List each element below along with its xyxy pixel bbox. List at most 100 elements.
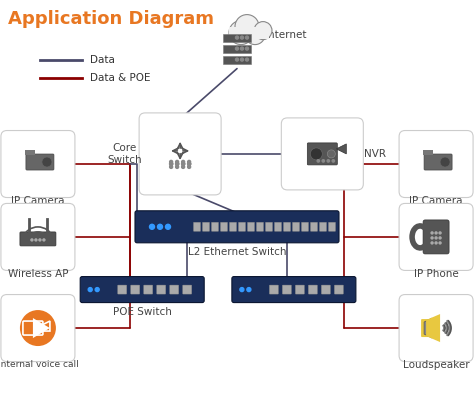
FancyBboxPatch shape: [283, 285, 292, 294]
Circle shape: [31, 239, 33, 241]
FancyBboxPatch shape: [170, 285, 179, 294]
Circle shape: [240, 36, 244, 39]
Circle shape: [176, 162, 179, 165]
FancyBboxPatch shape: [20, 232, 56, 246]
Circle shape: [176, 160, 179, 163]
Circle shape: [431, 237, 433, 239]
Circle shape: [435, 232, 437, 234]
Text: Wireless AP: Wireless AP: [8, 269, 68, 279]
FancyBboxPatch shape: [424, 154, 452, 170]
Circle shape: [149, 224, 155, 229]
Text: Core
Switch: Core Switch: [108, 143, 142, 165]
FancyBboxPatch shape: [247, 222, 255, 231]
FancyBboxPatch shape: [321, 285, 330, 294]
Circle shape: [165, 224, 171, 229]
Circle shape: [246, 58, 248, 61]
Polygon shape: [33, 318, 50, 338]
Bar: [223, 55, 251, 64]
Circle shape: [246, 47, 248, 50]
Bar: [229, 27, 269, 38]
FancyBboxPatch shape: [157, 285, 166, 294]
Text: Internal voice call: Internal voice call: [0, 360, 78, 369]
Circle shape: [245, 25, 265, 45]
Circle shape: [235, 15, 259, 38]
Circle shape: [332, 160, 335, 162]
Text: Data: Data: [90, 55, 115, 65]
FancyBboxPatch shape: [182, 285, 191, 294]
FancyBboxPatch shape: [202, 222, 210, 231]
Circle shape: [240, 47, 244, 50]
FancyBboxPatch shape: [193, 222, 201, 231]
FancyBboxPatch shape: [310, 222, 318, 231]
Text: IP Camera: IP Camera: [11, 196, 64, 206]
Circle shape: [95, 288, 99, 292]
Circle shape: [170, 162, 173, 165]
Circle shape: [170, 160, 173, 163]
Circle shape: [431, 232, 433, 234]
FancyBboxPatch shape: [265, 222, 273, 231]
FancyBboxPatch shape: [421, 319, 439, 337]
Circle shape: [170, 162, 173, 165]
Circle shape: [188, 165, 191, 168]
FancyBboxPatch shape: [334, 285, 343, 294]
Circle shape: [39, 239, 41, 241]
FancyBboxPatch shape: [232, 277, 356, 303]
Circle shape: [236, 47, 238, 50]
FancyBboxPatch shape: [309, 285, 318, 294]
FancyBboxPatch shape: [1, 130, 75, 198]
Circle shape: [176, 162, 179, 165]
Circle shape: [240, 288, 244, 292]
Circle shape: [176, 165, 179, 168]
FancyBboxPatch shape: [307, 143, 337, 165]
Circle shape: [182, 162, 184, 165]
Bar: [25, 150, 35, 155]
FancyBboxPatch shape: [295, 285, 304, 294]
Circle shape: [88, 288, 92, 292]
FancyBboxPatch shape: [229, 222, 237, 231]
Circle shape: [182, 165, 184, 168]
Circle shape: [229, 21, 253, 45]
FancyBboxPatch shape: [423, 220, 449, 254]
FancyBboxPatch shape: [399, 294, 473, 362]
FancyBboxPatch shape: [1, 203, 75, 271]
Text: Application Diagram: Application Diagram: [8, 10, 214, 28]
Bar: [223, 34, 251, 42]
Circle shape: [236, 58, 238, 61]
Circle shape: [254, 21, 272, 40]
FancyBboxPatch shape: [399, 130, 473, 198]
Circle shape: [188, 160, 191, 163]
Bar: [223, 45, 251, 53]
Circle shape: [435, 242, 437, 244]
Circle shape: [170, 165, 173, 168]
Circle shape: [317, 160, 319, 162]
Circle shape: [43, 239, 45, 241]
Text: L2 Ethernet Switch: L2 Ethernet Switch: [188, 247, 286, 257]
Circle shape: [170, 162, 173, 165]
Circle shape: [247, 288, 251, 292]
FancyBboxPatch shape: [292, 222, 300, 231]
FancyBboxPatch shape: [220, 222, 228, 231]
Circle shape: [182, 160, 184, 163]
Polygon shape: [426, 314, 440, 342]
Circle shape: [182, 162, 184, 165]
FancyBboxPatch shape: [26, 154, 54, 170]
Circle shape: [188, 162, 191, 165]
FancyBboxPatch shape: [139, 113, 221, 195]
Text: NVR: NVR: [365, 149, 386, 159]
Circle shape: [188, 162, 191, 165]
Circle shape: [327, 160, 329, 162]
Circle shape: [246, 36, 248, 39]
FancyBboxPatch shape: [131, 285, 140, 294]
FancyBboxPatch shape: [282, 118, 363, 190]
Text: POE Switch: POE Switch: [113, 307, 172, 317]
Text: IP Camera: IP Camera: [410, 196, 463, 206]
FancyBboxPatch shape: [135, 211, 339, 243]
Circle shape: [439, 237, 441, 239]
Circle shape: [439, 232, 441, 234]
FancyBboxPatch shape: [118, 285, 127, 294]
FancyBboxPatch shape: [238, 222, 246, 231]
Text: Loudspeaker: Loudspeaker: [403, 360, 469, 370]
Circle shape: [435, 237, 437, 239]
FancyBboxPatch shape: [144, 285, 153, 294]
Text: Data & POE: Data & POE: [90, 73, 151, 83]
